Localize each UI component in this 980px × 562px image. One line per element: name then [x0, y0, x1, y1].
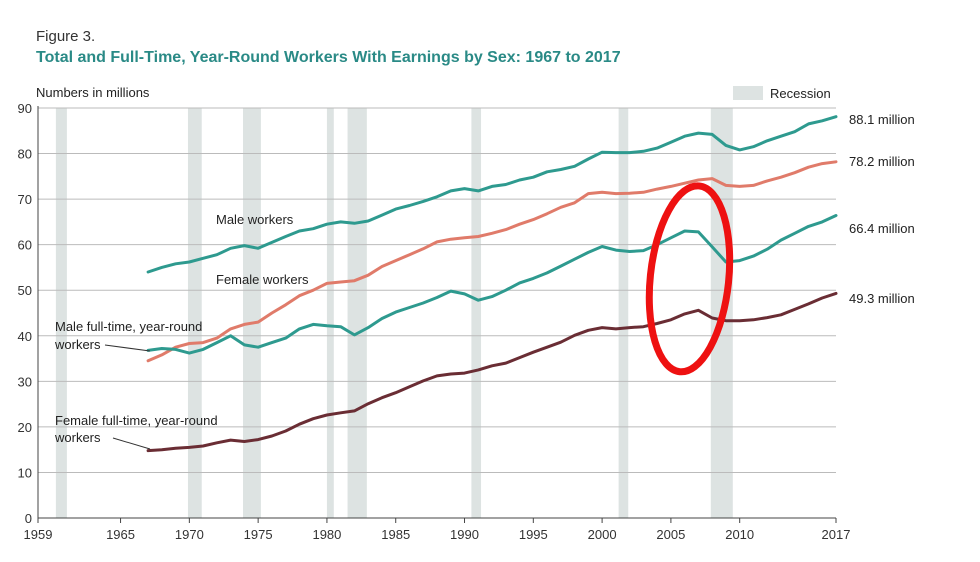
female-workers-label: Female workers: [216, 272, 309, 287]
y-tick-label: 60: [18, 238, 32, 253]
recession-band-1: [187, 108, 202, 518]
recession-band-5: [471, 108, 482, 518]
recession-band-6: [618, 108, 629, 518]
y-tick-label: 30: [18, 374, 32, 389]
legend: Recession: [733, 86, 831, 101]
x-tick-label: 1970: [175, 527, 204, 542]
annotation: [645, 182, 734, 376]
x-tick-label: 1995: [519, 527, 548, 542]
y-axis-title: Numbers in millions: [36, 85, 150, 100]
series-labels: Male workers Female workers Male full-ti…: [54, 112, 915, 450]
x-tick-label: 1985: [381, 527, 410, 542]
chart-title: Total and Full-Time, Year-Round Workers …: [36, 49, 621, 66]
recession-band-3: [326, 108, 334, 518]
male-fulltime-label-line1: Male full-time, year-round: [55, 319, 202, 334]
male-fulltime-end-label: 66.4 million: [849, 221, 915, 236]
x-tick-label: 1975: [244, 527, 273, 542]
y-tick-label: 0: [25, 511, 32, 526]
series-line-2: [146, 214, 838, 355]
x-tick-label: 2005: [656, 527, 685, 542]
x-tick-label: 1990: [450, 527, 479, 542]
axes: 0 10 20 30 40 50 60 70 80 90 1959 1965 1970 1975 1980 1…: [18, 101, 851, 542]
y-axis-label: Numbers in millions: [36, 85, 150, 100]
recession-band-0: [55, 108, 67, 518]
female-fulltime-label-line2: workers: [54, 430, 101, 445]
male-fulltime-label-line2: workers: [54, 337, 101, 352]
female-fulltime-label-line1: Female full-time, year-round: [55, 413, 218, 428]
legend-label: Recession: [770, 86, 831, 101]
male-fulltime-leader: [104, 344, 151, 352]
x-tick-label: 1965: [106, 527, 135, 542]
female-workers-end-label: 78.2 million: [849, 154, 915, 169]
gridlines: [38, 107, 836, 519]
series-lines: [146, 115, 838, 453]
y-tick-label: 50: [18, 283, 32, 298]
series-line-0: [146, 115, 838, 274]
y-tick-label: 10: [18, 465, 32, 480]
y-tick-label: 90: [18, 101, 32, 116]
female-fulltime-end-label: 49.3 million: [849, 291, 915, 306]
male-workers-label: Male workers: [216, 212, 294, 227]
y-tick-label: 70: [18, 192, 32, 207]
x-tick-label: 2017: [822, 527, 851, 542]
legend-swatch: [733, 86, 763, 100]
male-workers-end-label: 88.1 million: [849, 112, 915, 127]
y-tick-label: 80: [18, 147, 32, 162]
series-line-1: [146, 160, 838, 363]
red-circle-annotation: [645, 182, 734, 376]
x-tick-label: 1959: [24, 527, 53, 542]
recession-band-2: [243, 108, 261, 518]
figure-label: Figure 3.: [36, 28, 96, 45]
recession-band-4: [347, 108, 367, 518]
y-tick-label: 40: [18, 329, 32, 344]
x-tick-label: 1980: [312, 527, 341, 542]
x-tick-label: 2010: [725, 527, 754, 542]
x-tick-label: 2000: [588, 527, 617, 542]
y-tick-label: 20: [18, 420, 32, 435]
female-fulltime-leader: [112, 437, 151, 450]
